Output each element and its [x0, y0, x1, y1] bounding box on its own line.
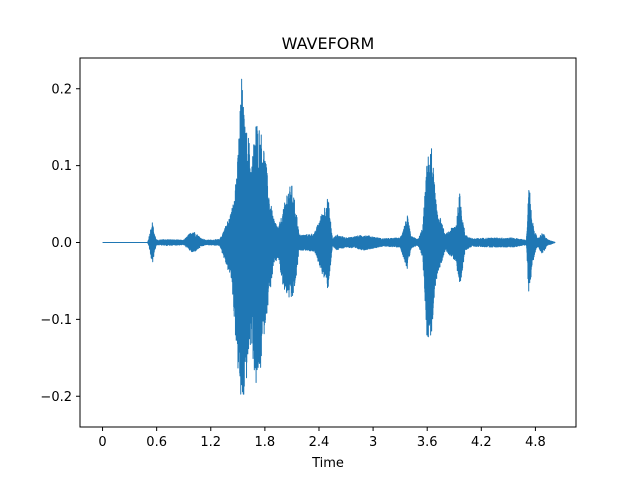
- x-tick-label: 0.6: [146, 435, 167, 450]
- y-tick-label: 0.0: [51, 236, 72, 251]
- x-tick-label: 1.8: [255, 435, 276, 450]
- y-tick-label: −0.1: [40, 313, 72, 328]
- x-tick-label: 1.2: [200, 435, 221, 450]
- y-axis: −0.2 −0.1 0.0 0.1 0.2: [40, 82, 80, 405]
- waveform-series: [102, 78, 556, 395]
- x-tick-label: 4.8: [525, 435, 546, 450]
- y-tick-label: 0.1: [51, 159, 72, 174]
- y-tick-label: −0.2: [40, 390, 72, 405]
- x-tick-label: 4.2: [471, 435, 492, 450]
- y-tick-label: 0.2: [51, 82, 72, 97]
- waveform-line: [102, 78, 556, 395]
- x-tick-label: 3: [369, 435, 377, 450]
- x-tick-label: 3.6: [417, 435, 438, 450]
- x-tick-label: 2.4: [309, 435, 330, 450]
- chart-title: WAVEFORM: [282, 34, 375, 53]
- x-tick-label: 0: [98, 435, 106, 450]
- x-axis-title: Time: [311, 456, 344, 471]
- x-axis: 0 0.6 1.2 1.8 2.4 3 3.6 4.2 4.8: [98, 427, 546, 450]
